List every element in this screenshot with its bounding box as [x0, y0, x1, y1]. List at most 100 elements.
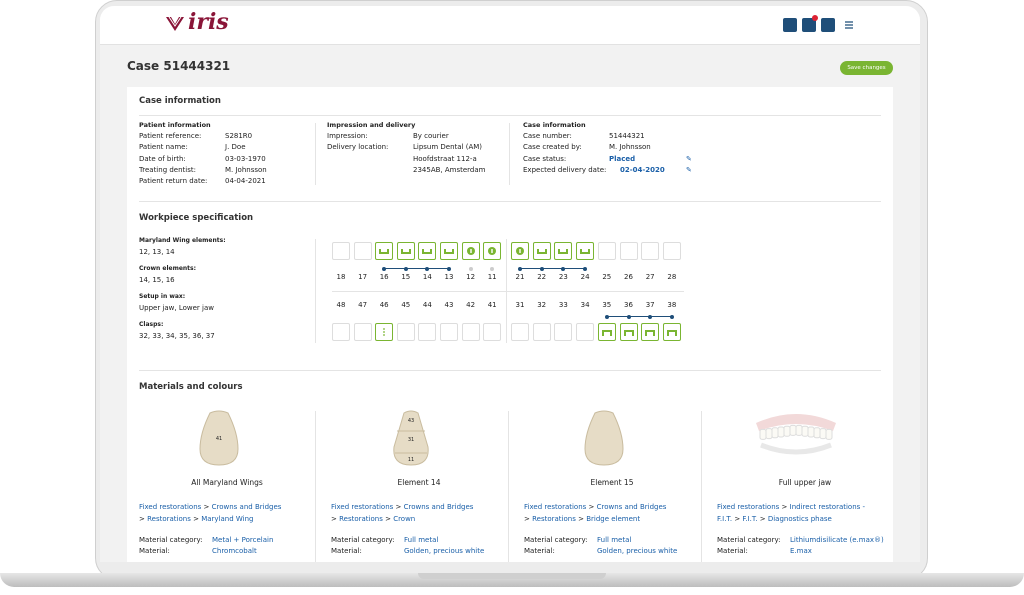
tooth-box[interactable]: [641, 323, 660, 341]
group-title: Impression and delivery: [327, 121, 416, 129]
tooth-box[interactable]: [332, 323, 350, 341]
tooth-box[interactable]: [375, 242, 394, 260]
tooth-number: 35: [602, 301, 612, 309]
tooth-box[interactable]: [597, 242, 616, 260]
tooth-box[interactable]: [440, 323, 458, 341]
tooth-number: 32: [537, 301, 547, 309]
tooth-box[interactable]: [597, 323, 616, 341]
tooth-box[interactable]: [353, 242, 372, 260]
group-title: Case information: [523, 121, 586, 129]
tooth-box[interactable]: [440, 242, 458, 260]
notification-badge: [812, 15, 818, 21]
save-button[interactable]: Save changes: [840, 61, 893, 75]
logo-text: iris: [188, 9, 229, 35]
tooth-box[interactable]: [461, 242, 480, 260]
breadcrumb-link[interactable]: Crowns and Bridges: [596, 503, 667, 511]
breadcrumb-separator: >: [732, 515, 743, 523]
breadcrumb-link[interactable]: Restorations: [339, 515, 383, 523]
tooth-box[interactable]: [353, 323, 372, 341]
breadcrumb-link[interactable]: Crown: [393, 515, 416, 523]
group-title: Patient information: [139, 121, 211, 129]
tooth-number: 12: [466, 273, 476, 281]
breadcrumb-link[interactable]: Fixed restorations: [524, 503, 587, 511]
field-label: Material category:: [139, 536, 203, 544]
field-value: Hoofdstraat 112-a: [413, 154, 477, 163]
tooth-box[interactable]: [532, 242, 551, 260]
divider: [509, 123, 510, 185]
logout-button[interactable]: [821, 18, 835, 32]
divider: [139, 201, 881, 202]
bridge-dot: [648, 314, 653, 319]
tooth-box[interactable]: [483, 242, 502, 260]
tooth-box[interactable]: [483, 323, 502, 341]
breadcrumb-link[interactable]: Fixed restorations: [331, 503, 394, 511]
field-value: Full metal: [597, 536, 632, 544]
field-label: Patient reference:: [139, 132, 202, 140]
breadcrumb-link[interactable]: Crowns and Bridges: [403, 503, 474, 511]
tooth-box[interactable]: [619, 323, 638, 341]
tooth-box[interactable]: [418, 242, 437, 260]
breadcrumb-link[interactable]: Maryland Wing: [201, 515, 254, 523]
tooth-box[interactable]: [418, 323, 437, 341]
field-value: M. Johnsson: [609, 143, 651, 152]
field-value: Placed: [609, 154, 636, 163]
tooth-box[interactable]: [396, 242, 415, 260]
tooth-box[interactable]: [332, 242, 350, 260]
breadcrumb: Fixed restorations > Indirect restoratio…: [717, 501, 867, 525]
tooth-box[interactable]: [662, 242, 681, 260]
field-value: Full metal: [404, 536, 439, 544]
profile-button[interactable]: [783, 18, 797, 32]
tooth-icon: [444, 249, 454, 254]
tooth-number: 15: [401, 273, 411, 281]
field-value: By courier: [413, 132, 449, 140]
tooth-icon: [379, 249, 390, 254]
tooth-number: 17: [358, 273, 368, 281]
notifications-button[interactable]: [802, 18, 816, 32]
breadcrumb-link[interactable]: Restorations: [147, 515, 191, 523]
edit-icon[interactable]: ✎: [686, 154, 692, 163]
breadcrumb-link[interactable]: Fixed restorations: [139, 503, 202, 511]
breadcrumb-link[interactable]: Restorations: [532, 515, 576, 523]
tooth-number: 27: [645, 273, 655, 281]
breadcrumb-link[interactable]: Fixed restorations: [717, 503, 780, 511]
spec-label: Maryland Wing elements:: [139, 237, 226, 244]
divider: [508, 411, 509, 562]
laptop-base: [0, 573, 1024, 587]
bridge-dot: [403, 266, 408, 271]
tooth-box[interactable]: [511, 242, 529, 260]
breadcrumb-link[interactable]: Bridge element: [586, 515, 641, 523]
field-label: Treating dentist:: [139, 165, 196, 174]
tooth-box[interactable]: [396, 323, 415, 341]
section-title: Case information: [139, 96, 221, 106]
field-label: Material:: [331, 547, 362, 555]
bridge-dot: [669, 314, 674, 319]
tooth-box[interactable]: [554, 323, 573, 341]
edit-icon[interactable]: ✎: [686, 165, 692, 174]
breadcrumb-link[interactable]: Crowns and Bridges: [211, 503, 282, 511]
tooth-icon: [601, 330, 612, 336]
tooth-box[interactable]: [576, 242, 595, 260]
bridge-dot: [604, 314, 609, 319]
field-label: Case number:: [523, 132, 572, 140]
tooth-box[interactable]: [461, 323, 480, 341]
tooth-box[interactable]: [662, 323, 681, 341]
breadcrumb-link[interactable]: Diagnostics phase: [767, 515, 832, 523]
field-value: 03-03-1970: [225, 154, 266, 163]
tooth-number: 34: [580, 301, 590, 309]
field-label: Material:: [717, 547, 748, 555]
tooth-box[interactable]: [619, 242, 638, 260]
tooth-box[interactable]: [375, 323, 394, 341]
field-value: S281R0: [225, 132, 253, 140]
breadcrumb-link[interactable]: Indirect restorations - F.I.T.: [717, 503, 866, 523]
tooth-number: 43: [444, 301, 454, 309]
spec-label: Crown elements:: [139, 265, 197, 272]
field-label: Material:: [139, 547, 170, 555]
tooth-box[interactable]: [511, 323, 529, 341]
breadcrumb-link[interactable]: F.I.T.: [742, 515, 758, 523]
menu-button[interactable]: [845, 21, 853, 29]
tooth-box[interactable]: [641, 242, 660, 260]
tooth-box[interactable]: [576, 323, 595, 341]
tooth-box[interactable]: [532, 323, 551, 341]
tooth-box[interactable]: [554, 242, 573, 260]
